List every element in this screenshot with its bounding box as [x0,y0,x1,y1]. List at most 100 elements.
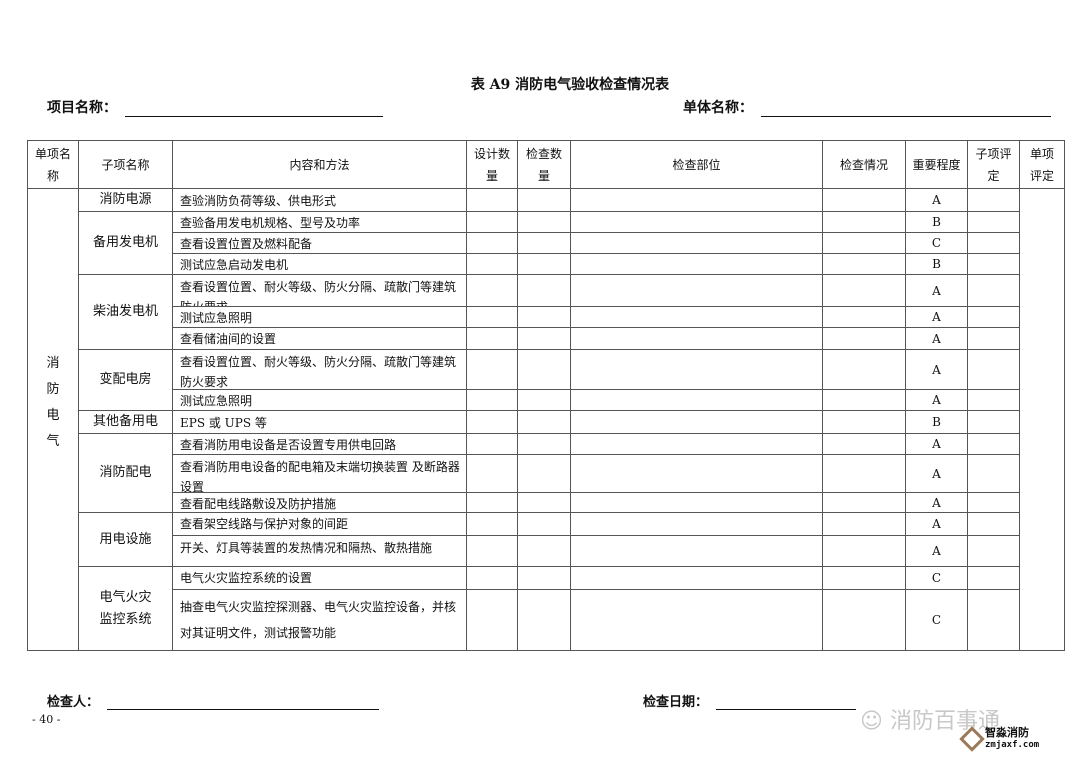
check-location-cell[interactable] [570,535,823,567]
sub-rating-cell[interactable] [967,327,1020,350]
check-result-cell[interactable] [822,306,906,328]
sub-rating-cell[interactable] [967,389,1020,411]
sub-rating-cell[interactable] [967,211,1020,233]
inspector-line[interactable] [107,698,380,710]
sub-rating-cell[interactable] [967,589,1020,651]
design-qty-cell[interactable] [466,211,518,233]
check-location-cell[interactable] [570,566,823,590]
sub-rating-cell[interactable] [967,232,1020,254]
design-qty-cell[interactable] [466,589,518,651]
check-result-cell[interactable] [822,535,906,567]
design-qty-cell[interactable] [466,433,518,455]
header-5: 检查部位 [570,140,823,189]
check-qty-cell[interactable] [517,232,571,254]
check-qty-cell[interactable] [517,188,571,212]
date-line[interactable] [716,698,857,710]
check-result-cell[interactable] [822,433,906,455]
project-name-field[interactable]: 项目名称： [47,97,383,117]
design-qty-cell[interactable] [466,188,518,212]
date-label: 检查日期： [643,695,709,710]
table-row: 其他备用电 EPS 或 UPS 等 B [28,410,1065,434]
check-qty-cell[interactable] [517,512,571,536]
check-result-cell[interactable] [822,274,906,307]
check-result-cell[interactable] [822,211,906,233]
check-result-cell[interactable] [822,389,906,411]
check-location-cell[interactable] [570,253,823,275]
design-qty-cell[interactable] [466,389,518,411]
check-location-cell[interactable] [570,211,823,233]
item-rating-cell[interactable] [1019,188,1065,651]
check-qty-cell[interactable] [517,253,571,275]
check-result-cell[interactable] [822,253,906,275]
design-qty-cell[interactable] [466,253,518,275]
check-location-cell[interactable] [570,410,823,434]
check-location-cell[interactable] [570,274,823,307]
check-qty-cell[interactable] [517,566,571,590]
check-result-cell[interactable] [822,566,906,590]
check-location-cell[interactable] [570,232,823,254]
check-location-cell[interactable] [570,433,823,455]
unit-name-field[interactable]: 单体名称： [683,97,1051,117]
check-result-cell[interactable] [822,410,906,434]
main-item: 消防电气 [27,188,79,651]
check-qty-cell[interactable] [517,306,571,328]
design-qty-cell[interactable] [466,566,518,590]
sub-rating-cell[interactable] [967,306,1020,328]
design-qty-cell[interactable] [466,454,518,493]
check-qty-cell[interactable] [517,211,571,233]
inspector-field[interactable]: 检查人： [47,691,380,710]
check-location-cell[interactable] [570,306,823,328]
design-qty-cell[interactable] [466,274,518,307]
check-qty-cell[interactable] [517,535,571,567]
check-location-cell[interactable] [570,349,823,390]
check-qty-cell[interactable] [517,274,571,307]
check-qty-cell[interactable] [517,492,571,513]
check-qty-cell[interactable] [517,454,571,493]
check-location-cell[interactable] [570,454,823,493]
check-qty-cell[interactable] [517,389,571,411]
sub-rating-cell[interactable] [967,349,1020,390]
design-qty-cell[interactable] [466,306,518,328]
design-qty-cell[interactable] [466,492,518,513]
sub-rating-cell[interactable] [967,454,1020,493]
sub-rating-cell[interactable] [967,433,1020,455]
design-qty-cell[interactable] [466,512,518,536]
check-location-cell[interactable] [570,589,823,651]
table-row: 查看储油间的设置 A [28,327,1065,350]
sub-rating-cell[interactable] [967,253,1020,275]
sub-item-name: 变配电房 [78,349,173,411]
check-result-cell[interactable] [822,327,906,350]
sub-rating-cell[interactable] [967,535,1020,567]
sub-rating-cell[interactable] [967,188,1020,212]
sub-rating-cell[interactable] [967,492,1020,513]
check-result-cell[interactable] [822,512,906,536]
check-result-cell[interactable] [822,232,906,254]
sub-rating-cell[interactable] [967,274,1020,307]
sub-rating-cell[interactable] [967,410,1020,434]
sub-rating-cell[interactable] [967,512,1020,536]
check-qty-cell[interactable] [517,349,571,390]
date-field[interactable]: 检查日期： [643,691,857,710]
check-qty-cell[interactable] [517,589,571,651]
check-result-cell[interactable] [822,589,906,651]
check-location-cell[interactable] [570,188,823,212]
check-qty-cell[interactable] [517,410,571,434]
design-qty-cell[interactable] [466,327,518,350]
check-result-cell[interactable] [822,188,906,212]
project-name-line[interactable] [125,103,383,117]
check-location-cell[interactable] [570,327,823,350]
unit-name-line[interactable] [761,103,1051,117]
check-result-cell[interactable] [822,492,906,513]
design-qty-cell[interactable] [466,535,518,567]
design-qty-cell[interactable] [466,349,518,390]
check-qty-cell[interactable] [517,327,571,350]
check-location-cell[interactable] [570,492,823,513]
check-result-cell[interactable] [822,454,906,493]
check-result-cell[interactable] [822,349,906,390]
sub-rating-cell[interactable] [967,566,1020,590]
check-location-cell[interactable] [570,512,823,536]
design-qty-cell[interactable] [466,410,518,434]
design-qty-cell[interactable] [466,232,518,254]
check-location-cell[interactable] [570,389,823,411]
check-qty-cell[interactable] [517,433,571,455]
